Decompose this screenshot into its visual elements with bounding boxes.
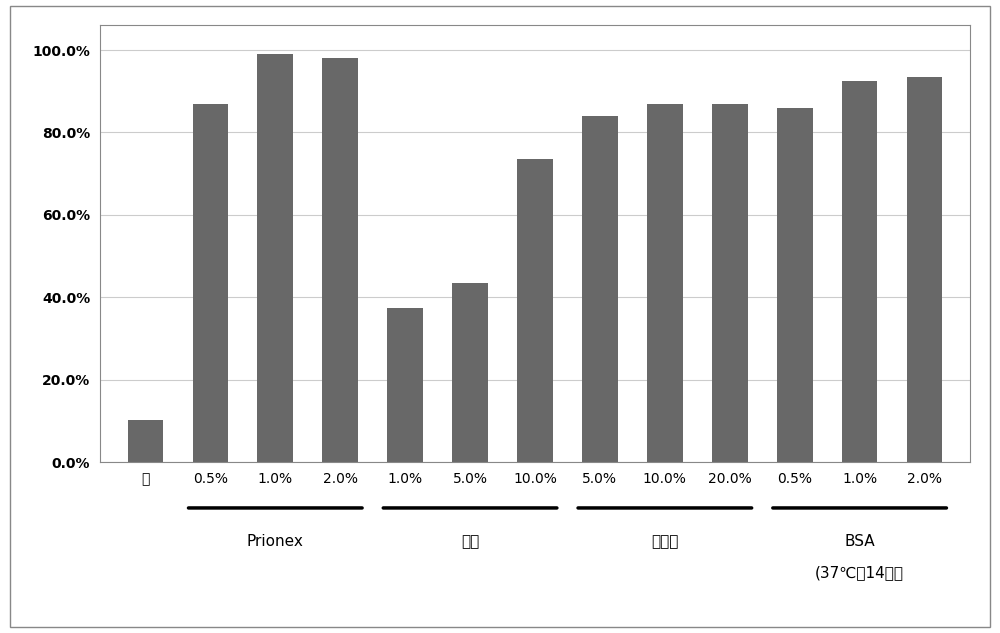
Text: Prionex: Prionex xyxy=(247,534,304,549)
Bar xyxy=(712,104,748,462)
Bar xyxy=(322,58,358,462)
Bar xyxy=(452,283,488,462)
Text: 甘油: 甘油 xyxy=(461,534,479,549)
Bar xyxy=(777,108,813,462)
Bar xyxy=(647,104,683,462)
Text: BSA: BSA xyxy=(844,534,875,549)
Bar xyxy=(517,160,553,462)
Bar xyxy=(842,81,877,462)
Bar xyxy=(907,77,942,462)
Bar xyxy=(128,420,163,462)
Bar xyxy=(193,104,228,462)
Bar xyxy=(257,54,293,462)
Bar xyxy=(387,308,423,462)
Text: 海藻糖: 海藻糖 xyxy=(651,534,679,549)
Text: (37℃，14天）: (37℃，14天） xyxy=(815,565,904,580)
Bar xyxy=(582,116,618,462)
